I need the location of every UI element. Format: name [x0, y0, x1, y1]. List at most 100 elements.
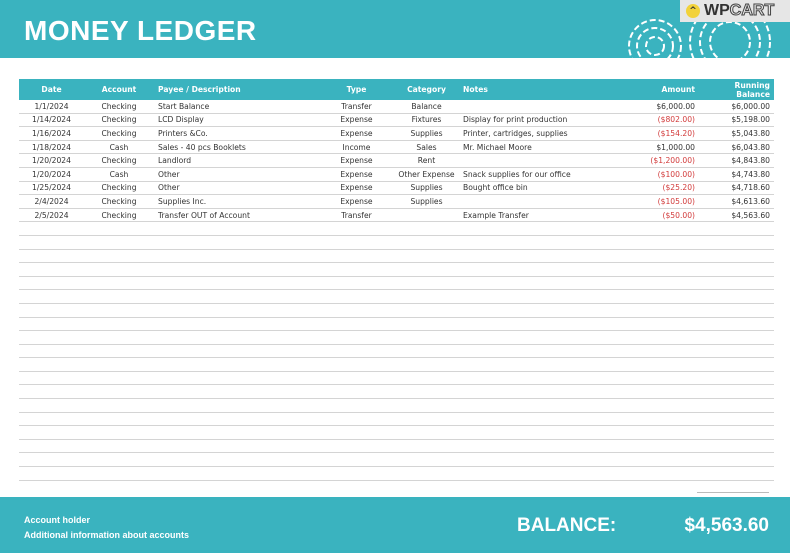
table-cell — [459, 276, 599, 291]
table-cell — [319, 357, 394, 372]
table-row: 1/20/2024 Checking Landlord Expense Rent ($1,… — [19, 153, 774, 168]
table-cell: Start Balance — [154, 100, 319, 114]
table-cell — [599, 262, 699, 277]
column-header: Type — [319, 79, 394, 100]
table-cell: 1/20/2024 — [19, 167, 84, 182]
empty-row — [19, 371, 774, 386]
table-cell — [394, 208, 459, 223]
table-cell — [84, 384, 154, 400]
table-cell — [319, 249, 394, 264]
table-cell: Bought office bin — [459, 181, 599, 196]
table-cell: Cash — [84, 167, 154, 182]
table-cell: $5,043.80 — [699, 126, 774, 141]
table-cell — [459, 384, 599, 400]
table-cell — [599, 425, 699, 440]
table-cell — [319, 303, 394, 318]
table-cell — [459, 303, 599, 318]
table-cell — [394, 330, 459, 345]
table-cell — [459, 317, 599, 332]
column-header: Date — [19, 79, 84, 100]
table-cell: Sales - 40 pcs Booklets — [154, 140, 319, 155]
table-cell — [319, 425, 394, 440]
table-cell: ($50.00) — [599, 208, 699, 223]
table-cell — [394, 371, 459, 386]
table-cell — [84, 303, 154, 318]
table-row: 1/1/2024 Checking Start Balance Transfer Bal… — [19, 100, 774, 114]
table-cell — [394, 344, 459, 359]
table-cell — [699, 235, 774, 250]
table-cell: Supplies — [394, 194, 459, 209]
table-cell — [19, 357, 84, 372]
table-cell — [599, 249, 699, 264]
table-cell — [84, 398, 154, 413]
page-title: MONEY LEDGER — [24, 15, 257, 46]
table-cell: $5,198.00 — [699, 113, 774, 128]
table-cell — [319, 384, 394, 400]
table-row: 1/18/2024 Cash Sales - 40 pcs Booklets Inco… — [19, 140, 774, 155]
table-cell: 1/18/2024 — [19, 140, 84, 155]
table-cell: Transfer — [319, 100, 394, 114]
empty-row — [19, 452, 774, 468]
table-cell — [394, 276, 459, 291]
table-cell: Printers &Co. — [154, 126, 319, 141]
table-cell — [154, 452, 319, 468]
table-cell: Fixtures — [394, 113, 459, 128]
table-cell — [459, 262, 599, 277]
table-cell — [19, 262, 84, 277]
table-cell: Printer, cartridges, supplies — [459, 126, 599, 141]
table-cell: Supplies — [394, 181, 459, 196]
table-cell: 2/4/2024 — [19, 194, 84, 209]
table-cell — [699, 289, 774, 304]
table-cell — [319, 371, 394, 386]
table-cell: Other — [154, 167, 319, 182]
table-cell — [19, 221, 84, 236]
table-cell — [154, 303, 319, 318]
table-cell: LCD Display — [154, 113, 319, 128]
table-cell — [699, 303, 774, 318]
table-cell — [699, 344, 774, 359]
table-cell — [154, 466, 319, 481]
table-cell — [459, 425, 599, 440]
empty-row — [19, 289, 774, 304]
balance-label: BALANCE: — [517, 515, 617, 536]
table-cell — [84, 235, 154, 250]
table-cell — [19, 398, 84, 413]
table-cell — [154, 384, 319, 400]
table-cell: Sales — [394, 140, 459, 155]
table-cell — [84, 276, 154, 291]
table-cell: $4,613.60 — [699, 194, 774, 209]
table-cell — [319, 276, 394, 291]
table-cell — [154, 357, 319, 372]
table-row: 1/14/2024 Checking LCD Display Expense Fixtu… — [19, 113, 774, 128]
column-header: Amount — [599, 79, 699, 100]
column-header: Notes — [459, 79, 599, 100]
table-cell: 1/14/2024 — [19, 113, 84, 128]
table-cell: Income — [319, 140, 394, 155]
table-cell — [699, 221, 774, 236]
table-cell: Checking — [84, 181, 154, 196]
table-cell: 1/20/2024 — [19, 153, 84, 168]
table-cell — [19, 452, 84, 468]
empty-row — [19, 249, 774, 264]
table-cell — [319, 398, 394, 413]
table-cell: 1/1/2024 — [19, 100, 84, 114]
table-cell — [459, 194, 599, 209]
ledger-table: Date Account Payee / Description Type Catego… — [19, 79, 774, 481]
table-cell — [154, 262, 319, 277]
table-cell — [154, 276, 319, 291]
table-cell: 2/5/2024 — [19, 208, 84, 223]
table-cell — [84, 330, 154, 345]
table-cell — [394, 398, 459, 413]
table-cell — [459, 452, 599, 468]
table-cell — [459, 357, 599, 372]
table-cell — [84, 249, 154, 264]
table-cell — [319, 439, 394, 454]
table-cell — [319, 466, 394, 481]
table-cell — [599, 289, 699, 304]
table-cell — [599, 398, 699, 413]
table-cell — [599, 303, 699, 318]
table-cell — [699, 439, 774, 454]
table-cell — [394, 357, 459, 372]
table-cell — [319, 289, 394, 304]
table-cell — [84, 289, 154, 304]
